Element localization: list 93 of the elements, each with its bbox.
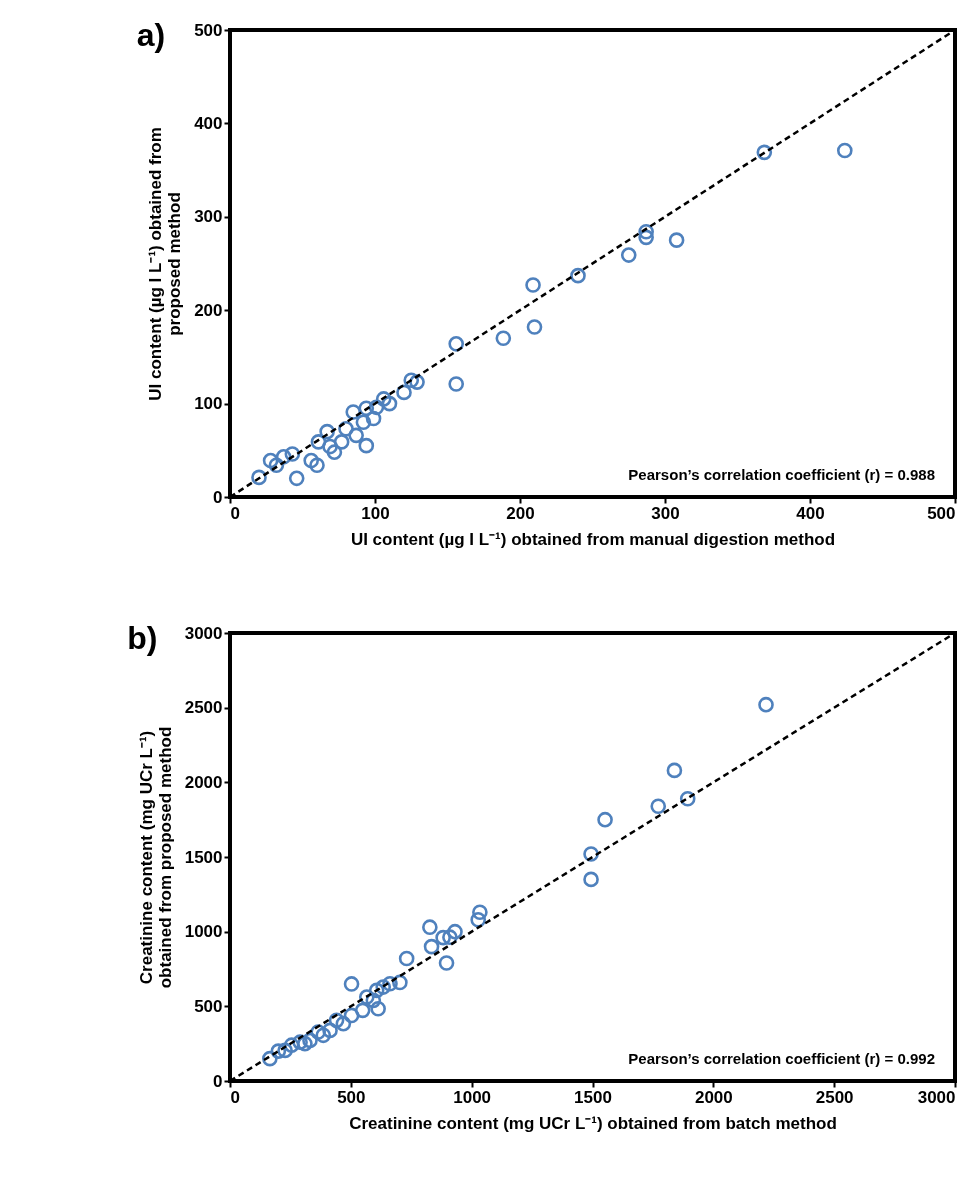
point [343, 1007, 360, 1024]
point [650, 798, 667, 815]
point [668, 232, 685, 248]
point [375, 391, 392, 407]
point [836, 142, 853, 159]
point [358, 437, 375, 454]
point [758, 696, 774, 713]
point [392, 974, 408, 991]
point [368, 399, 385, 416]
point [328, 1012, 345, 1029]
point [525, 277, 541, 293]
point [333, 434, 350, 450]
point [315, 1027, 332, 1044]
point [638, 223, 654, 240]
point [284, 446, 301, 462]
point [303, 452, 320, 469]
point [422, 919, 438, 935]
y-tick-label: 0 [213, 487, 223, 507]
annotation: Pearson’s correlation coefficient (r) = 0.992 [628, 1050, 935, 1067]
point [288, 470, 305, 487]
chart-title: a) [136, 17, 166, 53]
point [354, 1002, 371, 1019]
y-tick-label: 2500 [184, 698, 223, 718]
point [302, 1032, 318, 1049]
annotation: Pearson’s correlation coefficient (r) = 0.988 [628, 466, 935, 483]
point [251, 469, 267, 486]
x-tick-label: 200 [506, 503, 535, 523]
x-tick-label: 1500 [574, 1087, 612, 1107]
point [435, 929, 451, 946]
point [370, 1000, 386, 1017]
point [368, 982, 385, 999]
point [310, 434, 327, 450]
point [666, 762, 683, 779]
chart-title: b) [127, 620, 158, 656]
y-tick-label: 500 [194, 996, 223, 1016]
point [335, 1015, 352, 1032]
x-tick-label: 2000 [694, 1087, 733, 1107]
y-tick-label: 1500 [184, 847, 223, 867]
point [381, 395, 398, 412]
point [472, 904, 488, 921]
point [375, 979, 392, 995]
point [262, 452, 279, 469]
x-tick-label: 0 [230, 503, 240, 523]
point [348, 427, 364, 444]
x-axis-title: Creatinine content (mg UCr L⁻¹) obtained from batch method [349, 1113, 837, 1133]
point [583, 871, 599, 888]
point [365, 410, 382, 427]
x-tick-label: 400 [796, 503, 825, 523]
point [447, 923, 463, 940]
point [638, 229, 654, 246]
x-tick-label: 2500 [815, 1087, 854, 1107]
point [322, 1022, 338, 1039]
y-tick-label: 2000 [184, 772, 223, 792]
x-tick-label: 500 [927, 503, 956, 523]
y-tick-label: 300 [194, 207, 223, 227]
point [495, 330, 512, 347]
point [283, 1037, 300, 1053]
x-tick-label: 1000 [453, 1087, 492, 1107]
point [277, 1042, 293, 1059]
y-tick-label: 0 [213, 1071, 223, 1091]
y-tick-label: 500 [194, 20, 223, 40]
x-tick-label: 0 [230, 1087, 240, 1107]
point [403, 372, 420, 389]
point [326, 444, 343, 460]
y-tick-label: 100 [194, 394, 223, 414]
point [358, 400, 375, 417]
point [322, 438, 338, 455]
point [438, 955, 455, 971]
x-tick-label: 3000 [917, 1087, 956, 1107]
point [262, 1050, 278, 1067]
x-axis-title: UI content (µg I L⁻¹) obtained from manual digestion method [350, 529, 836, 549]
point [297, 1035, 313, 1052]
point [355, 414, 372, 431]
point [448, 376, 465, 392]
point [597, 811, 613, 828]
point [756, 144, 773, 161]
point [343, 976, 360, 992]
point [526, 319, 543, 335]
x-tick-label: 500 [337, 1087, 366, 1107]
y-tick-label: 400 [194, 113, 223, 133]
point [620, 247, 637, 263]
y-tick-label: 200 [194, 300, 223, 320]
y-axis-title: Creatinine content (mg UCr L⁻¹) obtained from proposed method [136, 726, 175, 989]
x-tick-label: 300 [651, 503, 680, 523]
point [309, 457, 325, 474]
y-tick-label: 3000 [184, 623, 223, 643]
point [398, 950, 415, 967]
point [570, 267, 586, 284]
point [358, 989, 375, 1005]
x-tick-label: 100 [361, 503, 390, 523]
y-axis-title: UI content (µg I L⁻¹) obtained from proposed method [146, 127, 185, 401]
y-tick-label: 1000 [184, 922, 223, 942]
point [423, 938, 440, 955]
